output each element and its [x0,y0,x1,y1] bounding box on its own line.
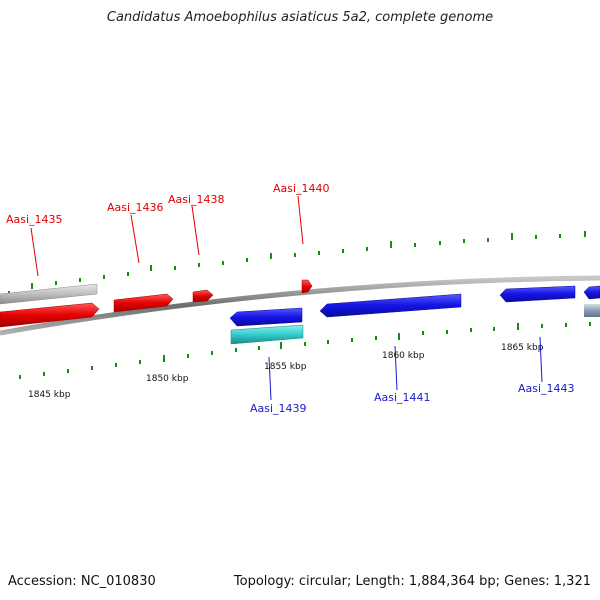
accession-text: Accession: NC_010830 [8,574,156,589]
gene-label-reverse[interactable]: Aasi_1441 [374,391,431,404]
leader-line [297,195,304,245]
rna-feature[interactable] [230,324,304,345]
gene-feature-forward[interactable] [301,279,313,294]
gene-label-forward[interactable]: Aasi_1435 [6,213,63,226]
kbp-label: 1860 kbp [382,351,425,361]
gene-feature-reverse[interactable] [319,293,462,318]
leader-line [191,205,200,256]
map-title: Candidatus Amoebophilus asiaticus 5a2, c… [106,10,494,25]
reverse-tick-row [19,322,591,379]
kbp-label: 1850 kbp [146,374,189,384]
gene-feature-forward[interactable] [192,289,214,303]
feature-grey-bar[interactable] [0,283,98,305]
reverse-label-leaders [268,336,543,401]
gene-feature-reverse[interactable] [583,285,600,300]
genome-summary-text: Topology: circular; Length: 1,884,364 bp… [233,574,591,589]
gene-feature-forward[interactable] [113,293,174,313]
kbp-label: 1845 kbp [28,390,71,400]
leader-line [268,356,272,401]
leader-line [30,227,39,277]
gene-feature-reverse[interactable] [499,285,576,303]
gene-label-reverse[interactable]: Aasi_1439 [250,402,307,415]
forward-label-leaders [30,195,304,277]
kbp-label: 1855 kbp [264,362,307,372]
genome-backbone [0,275,600,336]
gene-label-forward[interactable]: Aasi_1436 [107,201,164,214]
gene-label-forward[interactable]: Aasi_1438 [168,193,225,206]
gene-label-reverse[interactable]: Aasi_1443 [518,382,575,395]
gene-feature-reverse[interactable] [229,307,303,327]
kbp-label: 1865 kbp [501,343,544,353]
feature-steel-bar[interactable] [584,304,600,317]
leader-line [539,336,543,383]
forward-tick-row [8,231,586,295]
gene-label-forward[interactable]: Aasi_1440 [273,182,330,195]
leader-line [394,345,398,391]
leader-line [130,214,140,264]
gene-feature-forward[interactable] [0,302,100,328]
